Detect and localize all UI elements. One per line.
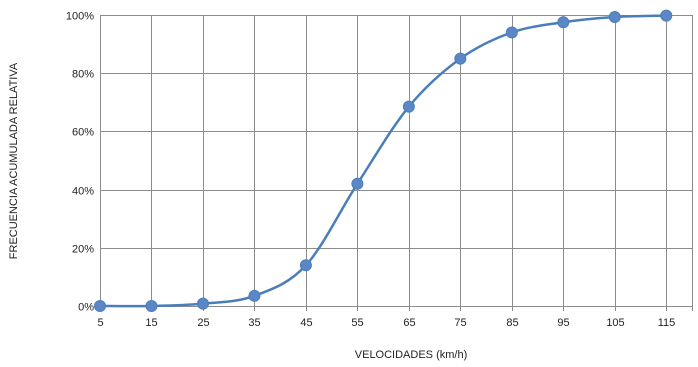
- series: [94, 9, 673, 312]
- axes: [100, 15, 692, 307]
- y-tick-label: 100%: [66, 11, 94, 23]
- y-axis-title: FRECUENCIA ACUMULADA RELATIVA: [8, 62, 20, 259]
- x-axis-title: VELOCIDADES (km/h): [355, 349, 467, 361]
- x-tick-label: 95: [557, 317, 569, 329]
- x-tick-label: 45: [300, 317, 312, 329]
- data-point: [454, 52, 467, 65]
- x-tick-label: 25: [197, 317, 209, 329]
- y-tick-label: 80%: [72, 69, 94, 81]
- x-tick-label: 5: [97, 317, 103, 329]
- x-tick-label: 15: [145, 317, 157, 329]
- x-tick-label: 115: [658, 317, 676, 329]
- y-tick-label: 40%: [72, 186, 94, 198]
- y-tick-labels: 0% 20% 40% 60% 80% 100%: [66, 11, 94, 314]
- y-tick-label: 20%: [72, 244, 94, 256]
- x-tick-labels: 5 15 25 35 45 55 65 75 85 95 105 115: [97, 317, 675, 329]
- x-tick-label: 65: [403, 317, 415, 329]
- data-point: [248, 289, 261, 302]
- data-point: [557, 16, 570, 29]
- data-point: [145, 300, 158, 312]
- y-tick-label: 60%: [72, 127, 94, 139]
- data-point: [608, 11, 621, 24]
- data-point: [299, 259, 312, 272]
- series-line: [99, 14, 667, 308]
- x-tick-label: 85: [506, 317, 518, 329]
- data-point: [94, 300, 106, 312]
- y-tick-label: 0%: [78, 302, 94, 314]
- x-tick-label: 55: [351, 317, 363, 329]
- grid: [100, 15, 693, 311]
- data-point: [660, 9, 673, 22]
- data-point: [351, 177, 364, 190]
- x-tick-label: 105: [606, 317, 624, 329]
- data-point: [196, 297, 209, 310]
- x-tick-label: 75: [454, 317, 466, 329]
- x-tick-label: 35: [248, 317, 260, 329]
- data-point: [402, 100, 415, 113]
- data-point: [505, 26, 518, 39]
